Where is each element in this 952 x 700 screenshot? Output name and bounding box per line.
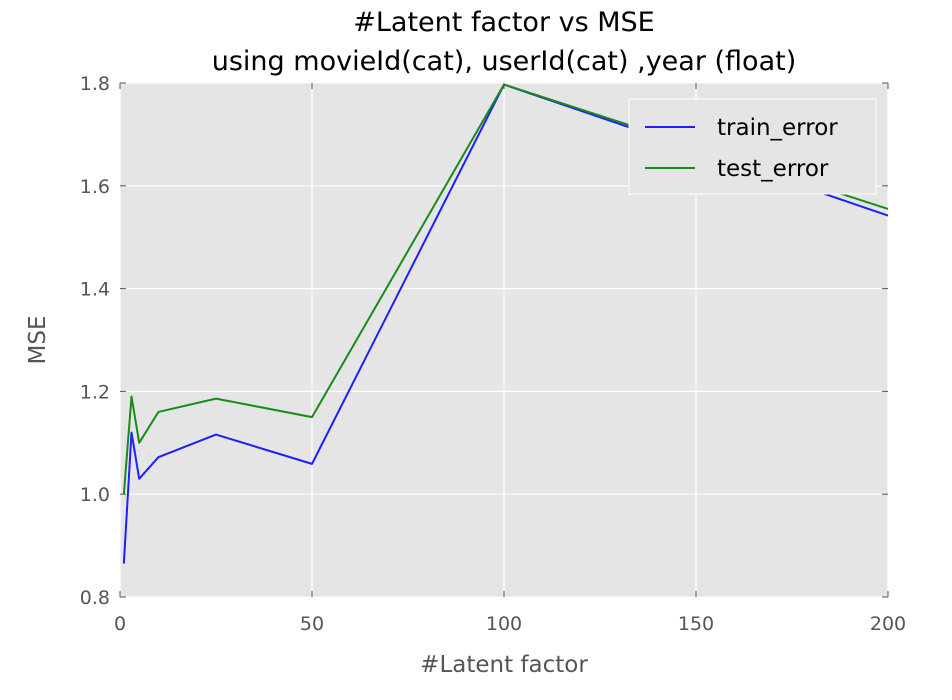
series-line-train-error [122, 83, 889, 564]
legend-label-train-error: train_error [717, 115, 838, 141]
y-tick-label: 1.8 [80, 73, 110, 95]
series-line-test-error [122, 83, 889, 495]
y-tick-label: 1.2 [80, 381, 110, 403]
chart-title: #Latent factor vs MSE [353, 7, 655, 38]
series-lines [122, 83, 889, 564]
axis-ticks: 0 50 100 150 200 0.8 1.0 1.2 1.4 1.6 1.8 [80, 73, 906, 635]
y-axis-label: MSE [25, 316, 51, 365]
x-tick-label: 50 [300, 613, 324, 635]
legend-box [628, 98, 877, 195]
y-tick-label: 1.4 [80, 279, 110, 301]
chart-subtitle: using movieId(cat), userId(cat) ,year (f… [212, 46, 796, 77]
x-tick-label: 200 [870, 613, 906, 635]
x-tick-label: 0 [114, 613, 126, 635]
y-tick-label: 0.8 [80, 587, 110, 609]
x-tick-label: 150 [678, 613, 714, 635]
x-tick-label: 100 [486, 613, 522, 635]
legend-label-test-error: test_error [717, 156, 829, 182]
y-tick-label: 1.6 [80, 176, 110, 198]
y-tick-label: 1.0 [80, 484, 110, 506]
x-axis-label: #Latent factor [420, 652, 588, 678]
legend: train_error test_error [628, 98, 877, 195]
